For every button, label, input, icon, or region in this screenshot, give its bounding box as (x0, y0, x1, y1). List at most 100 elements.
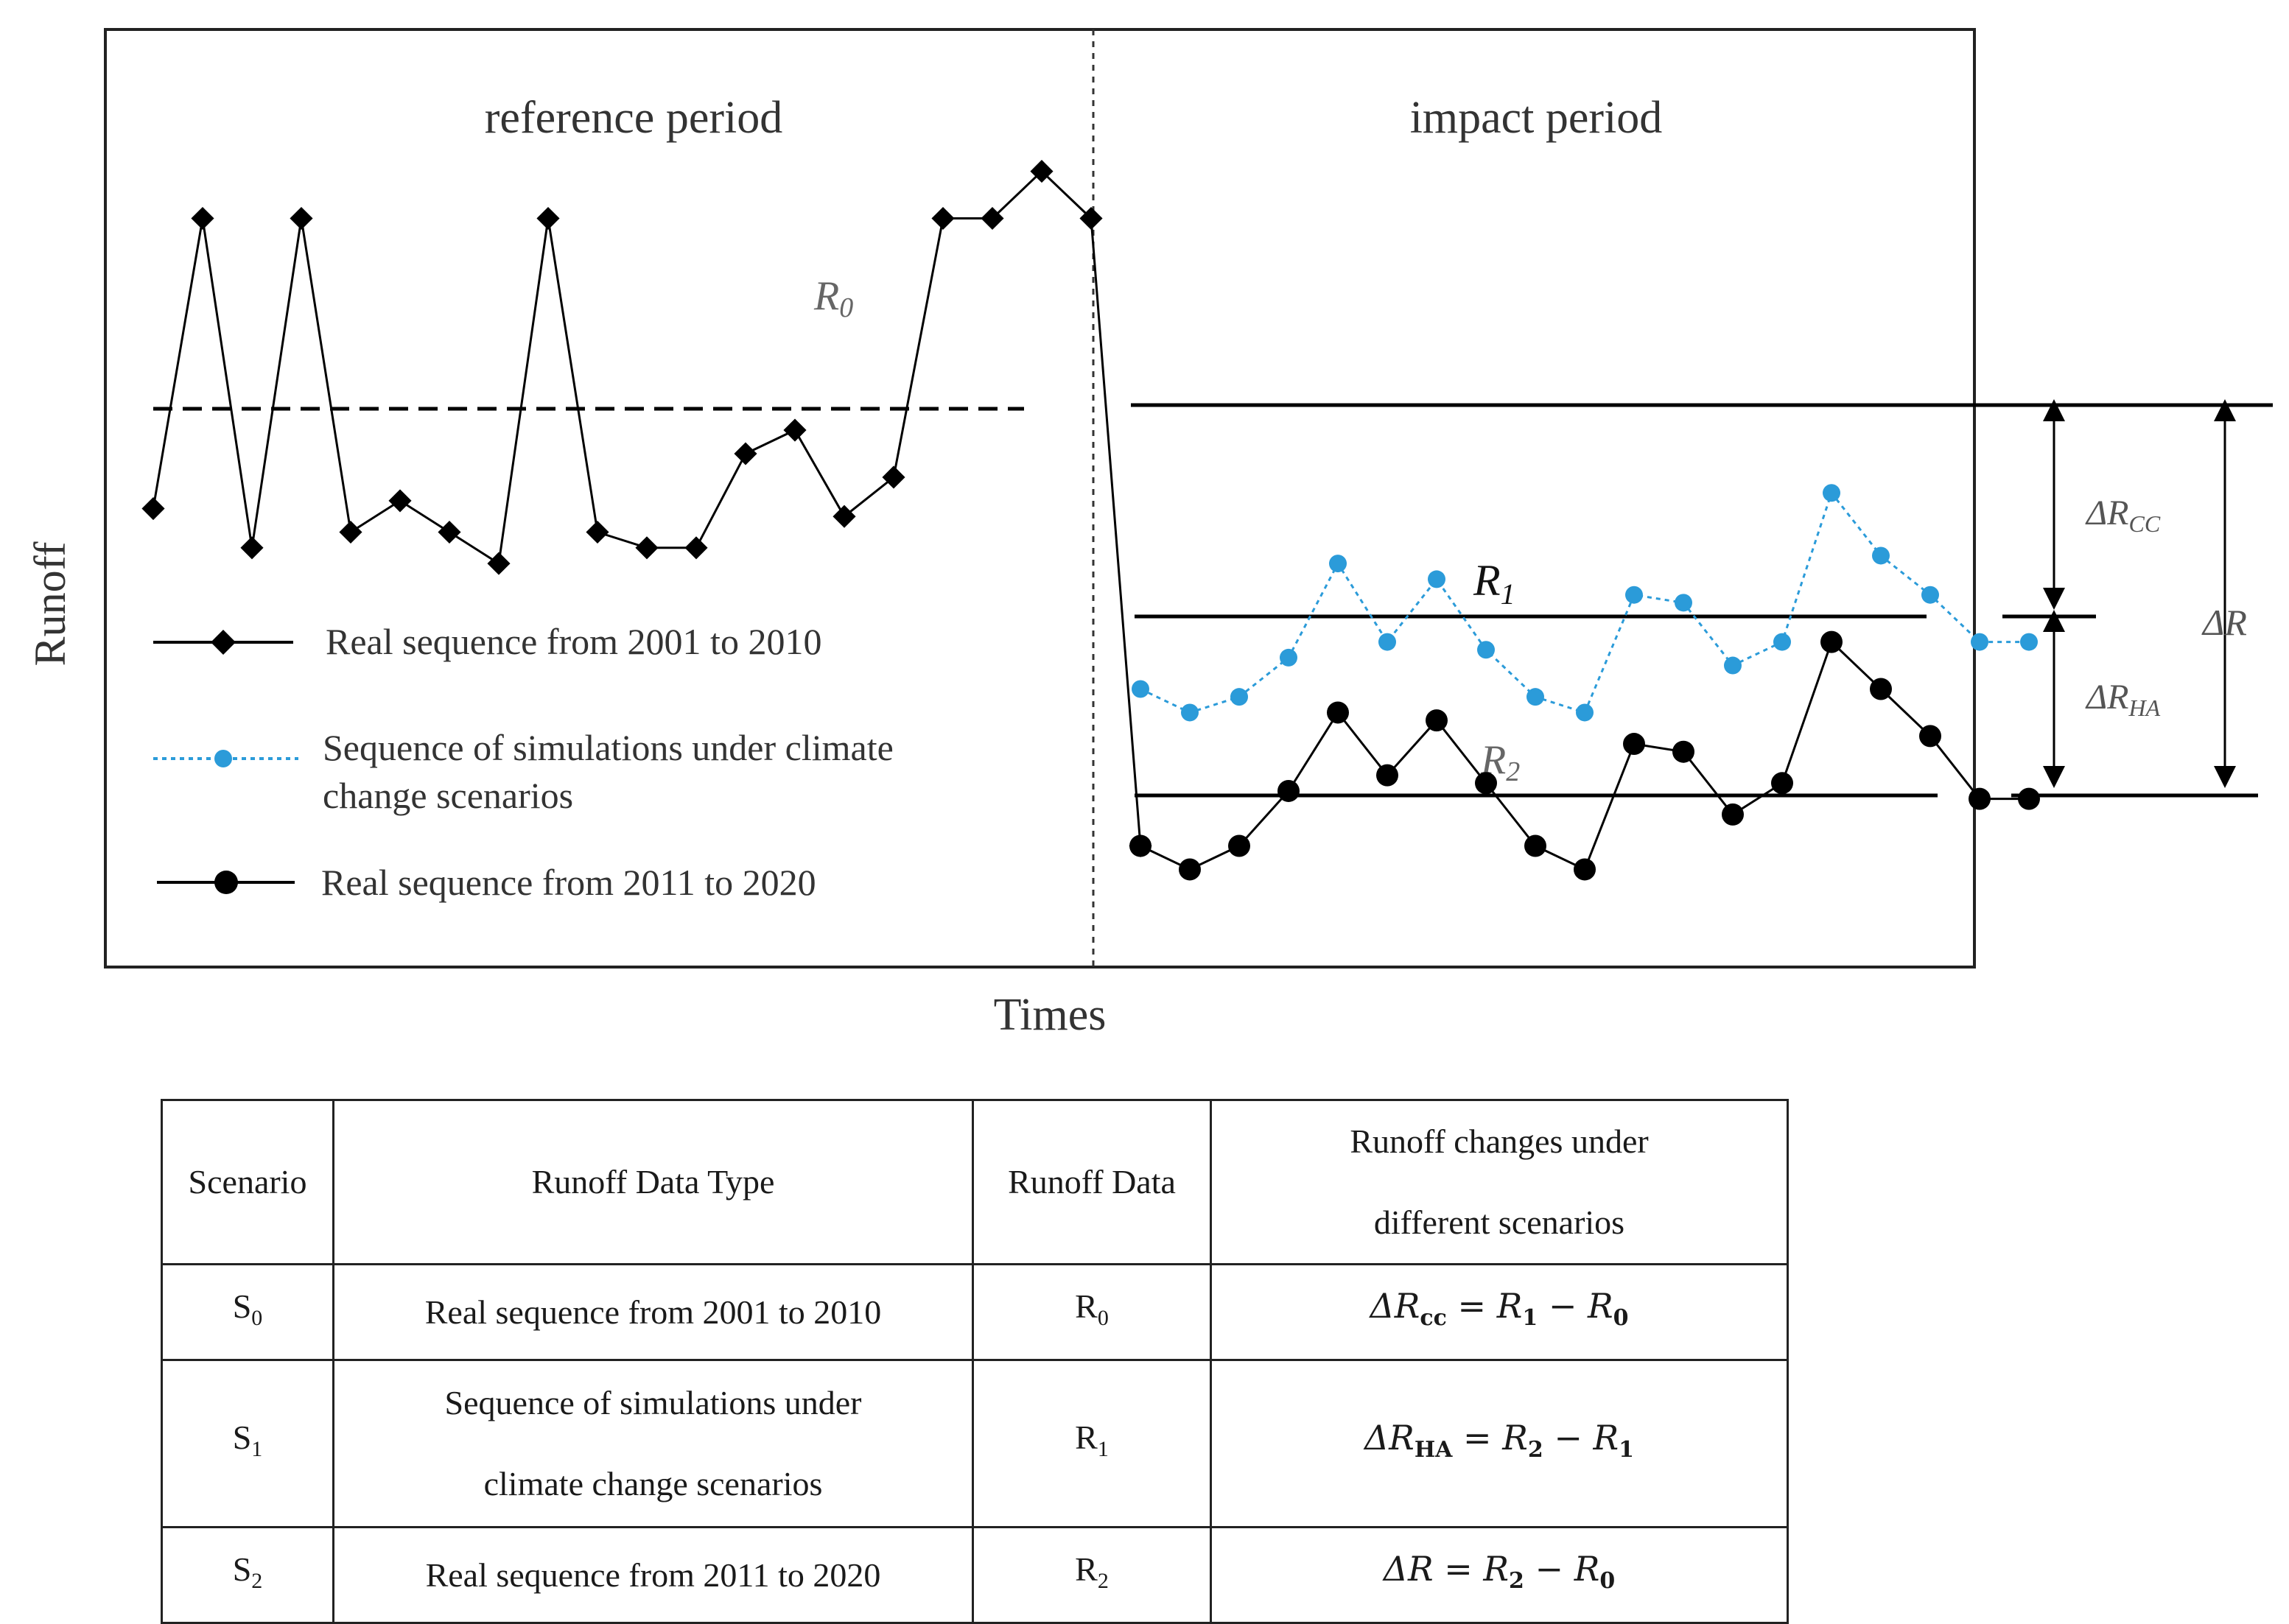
series-line-2 (1140, 491, 2029, 714)
series-3-point (1179, 858, 1201, 881)
series-2-point (1428, 570, 1445, 588)
series-1-point (783, 418, 807, 442)
series-2-point (1280, 648, 1297, 667)
series-3-point (1771, 772, 1793, 795)
legend-dot-marker (214, 750, 232, 767)
series-3-point (1426, 709, 1448, 732)
series-3-point (1524, 834, 1546, 857)
series-2-point (1576, 703, 1594, 722)
series-1-point (339, 520, 362, 544)
series-2-point (1625, 586, 1643, 604)
series-2-point (1132, 680, 1149, 698)
row-s1-formula: ΔRHA = R2 − R1 (1210, 1359, 1789, 1529)
legend-text-simulation-1: Sequence of simulations under climate (323, 727, 894, 768)
series-1-point (536, 206, 560, 231)
delta-ha-label: ΔRHA (2085, 678, 2161, 721)
series-1-point (487, 552, 511, 575)
series-2-point (1921, 586, 1939, 604)
series-3-point (1376, 764, 1398, 787)
legend-text-real-2001: Real sequence from 2001 to 2010 (326, 621, 821, 662)
series-2-point (2020, 633, 2038, 651)
impact-period-title: impact period (1410, 93, 1663, 143)
series-3-point (1475, 772, 1497, 795)
series-2-point (1329, 555, 1347, 573)
y-axis-label: Runoff (26, 542, 74, 667)
x-axis-label: Times (994, 990, 1107, 1040)
legend-diamond-marker (211, 630, 236, 655)
series-layer (141, 160, 2040, 881)
delta-r-label: ΔR (2201, 602, 2247, 643)
series-1-point (832, 505, 856, 528)
series-3-point (1277, 779, 1300, 802)
series-2-point (1181, 703, 1199, 722)
series-2-point (1378, 633, 1396, 651)
row-s0-data: R0 (972, 1262, 1212, 1362)
r1-label: R1 (1473, 556, 1515, 611)
series-1-point (438, 520, 461, 544)
scenario-table: Scenario Runoff Data Type Runoff Data Ru… (161, 1099, 1789, 1624)
r0-label: R0 (813, 273, 853, 323)
series-1-point (734, 442, 757, 465)
series-2-point (1823, 484, 1840, 502)
table-row: S0 Real sequence from 2001 to 2010 R0 ΔR… (161, 1262, 1789, 1362)
series-3-point (1722, 803, 1744, 826)
header-runoff-changes-line-2: different scenarios (1373, 1203, 1625, 1241)
header-scenario: Scenario (161, 1099, 334, 1265)
series-1-point (191, 206, 214, 231)
header-runoff-changes-line-1: Runoff changes under (1350, 1122, 1649, 1160)
legend-text-simulation-2: change scenarios (323, 775, 573, 816)
series-3-point (1327, 701, 1349, 724)
header-runoff-data: Runoff Data (972, 1099, 1212, 1265)
series-1-point (388, 489, 412, 513)
series-2-point (1724, 656, 1742, 675)
legend: Real sequence from 2001 to 2010 Sequence… (153, 621, 894, 903)
legend-circle-marker (214, 871, 238, 894)
row-s1-scenario: S1 (161, 1359, 334, 1529)
series-1-point (290, 206, 313, 231)
row-s2-scenario: S2 (161, 1526, 334, 1624)
series-3-point (1228, 834, 1250, 857)
series-3-point (1969, 787, 1991, 810)
reference-period-title: reference period (485, 93, 782, 143)
row-s0-type: Real sequence from 2001 to 2010 (332, 1262, 974, 1362)
series-2-point (1526, 688, 1544, 706)
row-s1-type: Sequence of simulations under climate ch… (332, 1359, 974, 1529)
series-3-point (1672, 740, 1694, 763)
series-3-point (1919, 725, 1941, 748)
series-1-point (635, 536, 659, 560)
plot-frame (104, 28, 1976, 969)
header-runoff-changes: Runoff changes under different scenarios (1210, 1099, 1789, 1265)
row-s1-type-line-2: climate change scenarios (483, 1465, 823, 1503)
runoff-diagram: reference period impact period Runoff Ti… (26, 28, 2273, 1040)
table-header-row: Scenario Runoff Data Type Runoff Data Ru… (161, 1099, 1789, 1265)
row-s0-scenario: S0 (161, 1262, 334, 1362)
series-1-point (1079, 206, 1103, 231)
series-3-point (1574, 858, 1596, 881)
series-1-point (882, 465, 905, 489)
row-s2-type: Real sequence from 2011 to 2020 (332, 1526, 974, 1624)
row-s0-formula: ΔRcc = R1 − R0 (1210, 1262, 1789, 1362)
row-s2-formula: ΔR = R2 − R0 (1210, 1526, 1789, 1624)
series-2-point (1230, 688, 1248, 706)
series-1-point (931, 206, 955, 231)
series-1-point (240, 536, 264, 560)
series-2-point (1872, 546, 1890, 565)
series-2-point (1773, 633, 1791, 651)
row-s2-data: R2 (972, 1526, 1212, 1624)
series-1-point (684, 536, 708, 560)
series-2-point (1675, 594, 1692, 612)
series-3-point (2018, 787, 2040, 810)
row-s1-data: R1 (972, 1359, 1212, 1529)
series-3-point (1820, 630, 1843, 653)
series-2-point (1477, 641, 1495, 659)
table-row: S2 Real sequence from 2011 to 2020 R2 ΔR… (161, 1526, 1789, 1624)
series-1-point (586, 520, 609, 544)
series-1-point (981, 206, 1004, 231)
table-row: S1 Sequence of simulations under climate… (161, 1359, 1789, 1529)
row-s1-type-line-1: Sequence of simulations under (444, 1384, 862, 1422)
delta-cc-label: ΔRCC (2085, 493, 2161, 537)
series-3-point (1870, 678, 1892, 700)
series-2-point (1971, 633, 1988, 651)
series-3-point (1129, 834, 1151, 857)
series-line-3 (1140, 639, 2029, 871)
